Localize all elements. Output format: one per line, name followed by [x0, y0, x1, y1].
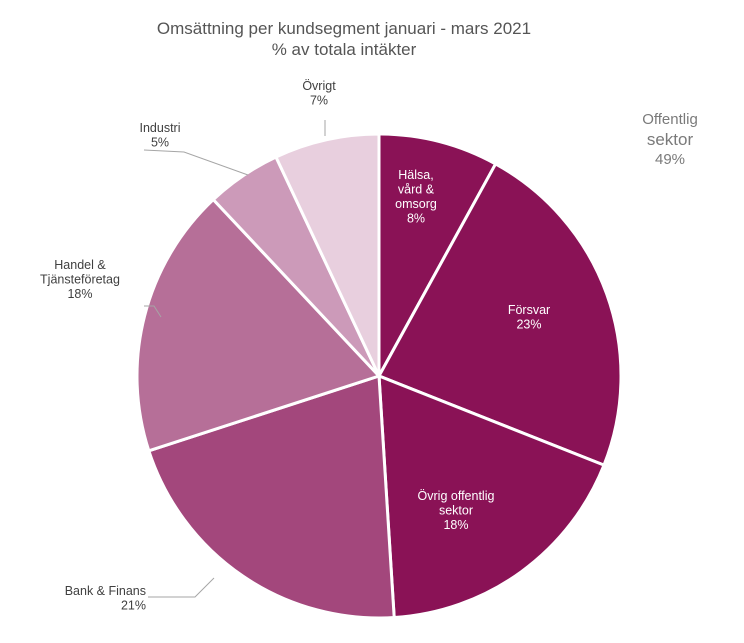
- slice-name-label: Bank & Finans: [65, 584, 146, 598]
- slice-value-label: 21%: [121, 599, 146, 613]
- slice-name-label: Hälsa,: [398, 168, 433, 182]
- pie-slice: [377, 132, 498, 378]
- leader-line: [144, 305, 162, 318]
- slice-name-label: Industri: [140, 121, 181, 135]
- slice-label: Övrigt 7%: [302, 79, 336, 108]
- slice-label: Handel & Tjänsteföretag 18%: [40, 258, 120, 301]
- group-label-line1: Offentlig: [642, 111, 698, 128]
- slice-label: Försvar 23%: [508, 303, 550, 332]
- slice-label: Bank & Finans 21%: [65, 584, 146, 613]
- slice-name-label: Tjänsteföretag: [40, 273, 120, 287]
- pie-slice: [377, 162, 623, 467]
- pie-slice: [274, 132, 381, 378]
- chart-title-block: Omsättning per kundsegment januari - mar…: [0, 18, 688, 60]
- slice-value-label: 7%: [310, 94, 328, 108]
- group-label-value: 49%: [654, 151, 686, 168]
- public-sector-group-label: Offentlig sektor 49%: [610, 110, 730, 170]
- slice-name-label: vård &: [398, 183, 435, 197]
- slice-name-label: Övrig offentlig: [418, 489, 495, 503]
- slice-name-label: Handel &: [54, 258, 106, 272]
- slice-value-label: 18%: [443, 518, 468, 532]
- pie-slice: [147, 374, 396, 620]
- group-label-line2: sektor: [646, 130, 694, 149]
- slice-value-label: 23%: [516, 318, 541, 332]
- slice-label: Övrig offentlig sektor 18%: [418, 489, 495, 532]
- pie-slice: [377, 374, 606, 620]
- slice-label: Hälsa, vård & omsorg 8%: [395, 168, 437, 226]
- leader-line: [148, 577, 215, 598]
- slice-name-label: Försvar: [508, 303, 550, 317]
- leader-line: [143, 149, 249, 176]
- slice-value-label: 18%: [67, 287, 92, 301]
- slice-value-label: 8%: [407, 212, 425, 226]
- pie-slice: [135, 198, 381, 453]
- chart-subtitle: % av totala intäkter: [271, 40, 417, 59]
- slice-value-label: 5%: [151, 136, 169, 150]
- slice-name-label: Övrigt: [302, 79, 336, 93]
- slice-name-label: omsorg: [395, 197, 437, 211]
- slice-name-label: sektor: [439, 504, 473, 518]
- chart-title: Omsättning per kundsegment januari - mar…: [156, 19, 532, 38]
- slice-label: Industri 5%: [140, 121, 181, 150]
